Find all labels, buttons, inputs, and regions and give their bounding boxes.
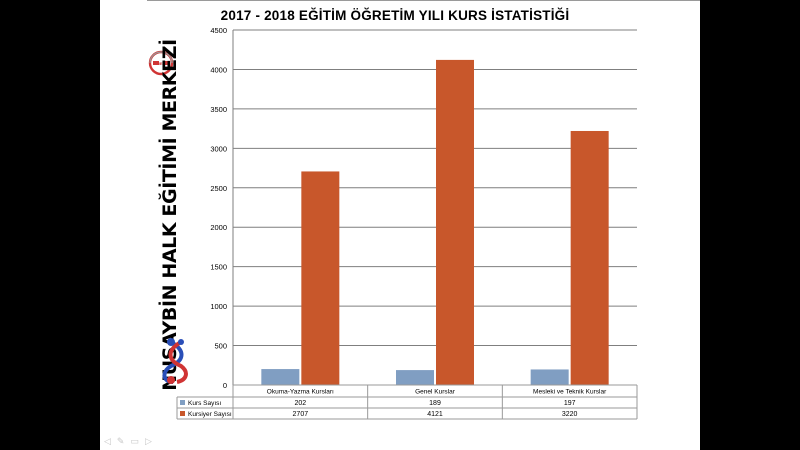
y-tick-label: 3500 [210, 105, 227, 114]
y-tick-label: 2000 [210, 223, 227, 232]
y-tick-label: 4000 [210, 65, 227, 74]
series-label: Kursiyer Sayısı [188, 411, 232, 418]
bar-kursiyer-sayisi [301, 171, 340, 385]
y-tick-label: 3000 [210, 144, 227, 153]
legend-swatch [180, 411, 185, 416]
legend-swatch [180, 400, 185, 405]
data-value-label: 197 [564, 400, 576, 407]
slide-menu-icon[interactable]: ▭ [130, 436, 139, 446]
y-tick-label: 2500 [210, 184, 227, 193]
chart-title: 2017 - 2018 EĞİTİM ÖĞRETİM YILI KURS İST… [220, 8, 570, 23]
y-tick-label: 500 [214, 342, 227, 351]
slide: 2017 - 2018 EĞİTİM ÖĞRETİM YILI KURS İST… [100, 0, 700, 450]
data-value-label: 2707 [293, 411, 309, 418]
meb-logo-icon: MEB [148, 50, 174, 76]
bar-kurs-sayisi [396, 370, 434, 385]
bar-kurs-sayisi [261, 369, 300, 385]
y-tick-label: 0 [223, 381, 227, 390]
data-value-label: 3220 [562, 411, 578, 418]
category-label: Okuma-Yazma Kursları [267, 389, 334, 396]
y-tick-label: 1500 [210, 263, 227, 272]
slide-top-border [147, 0, 700, 1]
bar-kursiyer-sayisi [570, 130, 609, 385]
bar-chart: 0 500 1000 1500 2000 2500 3000 3500 4000 4500 Okum… [176, 26, 638, 420]
slide-next-icon[interactable]: ▷ [144, 436, 152, 446]
series-label: Kurs Sayısı [188, 400, 221, 407]
data-value-label: 189 [429, 400, 441, 407]
halk-egitim-logo-icon [162, 338, 188, 384]
slide-prev-icon[interactable]: ◁ [104, 436, 111, 446]
slide-pen-icon[interactable]: ✎ [116, 436, 125, 446]
bar-kursiyer-sayisi [436, 59, 474, 385]
category-label: Genel Kurslar [415, 389, 456, 396]
y-tick-label: 1000 [210, 302, 227, 311]
slide-nav-icons: ◁ ✎ ▭ ▷ [104, 436, 152, 447]
category-label: Mesleki ve Teknik Kurslar [533, 389, 607, 396]
meb-logo-text: MEB [157, 61, 166, 66]
data-value-label: 4121 [427, 411, 443, 418]
data-value-label: 202 [294, 400, 306, 407]
bar-kurs-sayisi [530, 369, 569, 385]
y-tick-label: 4500 [210, 26, 227, 35]
